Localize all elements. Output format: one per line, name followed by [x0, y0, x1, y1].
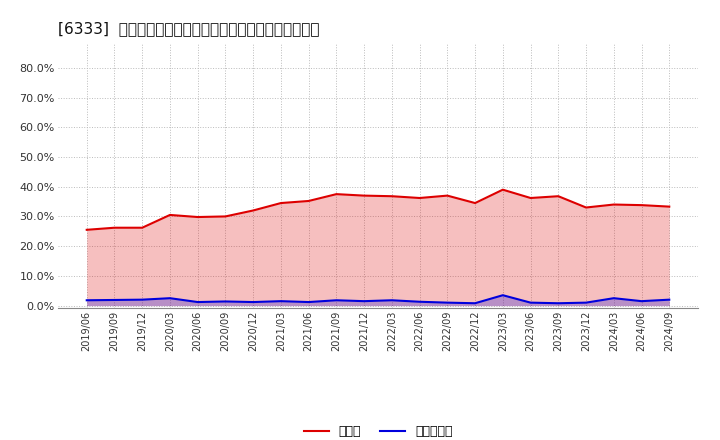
- Line: 有利子負債: 有利子負債: [86, 295, 670, 303]
- 有利子負債: [443, 300, 451, 305]
- 現預金: [637, 202, 646, 208]
- 現預金: [276, 200, 285, 205]
- 現預金: [526, 195, 535, 201]
- 現預金: [360, 193, 369, 198]
- Legend: 現預金, 有利子負債: 現預金, 有利子負債: [304, 425, 452, 438]
- 現預金: [498, 187, 507, 192]
- 有利子負債: [498, 293, 507, 298]
- 現預金: [609, 202, 618, 207]
- 現預金: [554, 194, 562, 199]
- 有利子負債: [415, 299, 424, 304]
- 現預金: [305, 198, 313, 204]
- 有利子負債: [387, 297, 396, 303]
- 有利子負債: [221, 299, 230, 304]
- Text: [6333]  現預金、有利子負債の総資産に対する比率の推移: [6333] 現預金、有利子負債の総資産に対する比率の推移: [58, 21, 319, 36]
- 現預金: [221, 214, 230, 219]
- 現預金: [387, 194, 396, 199]
- 有利子負債: [665, 297, 674, 302]
- 現預金: [166, 213, 174, 218]
- 現預金: [471, 200, 480, 205]
- 現預金: [138, 225, 147, 231]
- 現預金: [194, 214, 202, 220]
- 有利子負債: [82, 297, 91, 303]
- 現預金: [665, 204, 674, 209]
- 有利子負債: [360, 298, 369, 304]
- Line: 現預金: 現預金: [86, 190, 670, 230]
- 有利子負債: [609, 296, 618, 301]
- 現預金: [82, 227, 91, 232]
- 有利子負債: [166, 296, 174, 301]
- 有利子負債: [276, 298, 285, 304]
- 有利子負債: [194, 299, 202, 304]
- 有利子負債: [637, 298, 646, 304]
- 有利子負債: [332, 297, 341, 303]
- 現預金: [110, 225, 119, 231]
- 有利子負債: [582, 300, 590, 305]
- 有利子負債: [305, 299, 313, 304]
- 有利子負債: [471, 301, 480, 306]
- 有利子負債: [138, 297, 147, 302]
- 現預金: [443, 193, 451, 198]
- 現預金: [582, 205, 590, 210]
- 現預金: [332, 191, 341, 197]
- 有利子負債: [110, 297, 119, 303]
- 現預金: [415, 195, 424, 201]
- 現預金: [249, 208, 258, 213]
- 有利子負債: [526, 300, 535, 305]
- 有利子負債: [249, 299, 258, 304]
- 有利子負債: [554, 301, 562, 306]
